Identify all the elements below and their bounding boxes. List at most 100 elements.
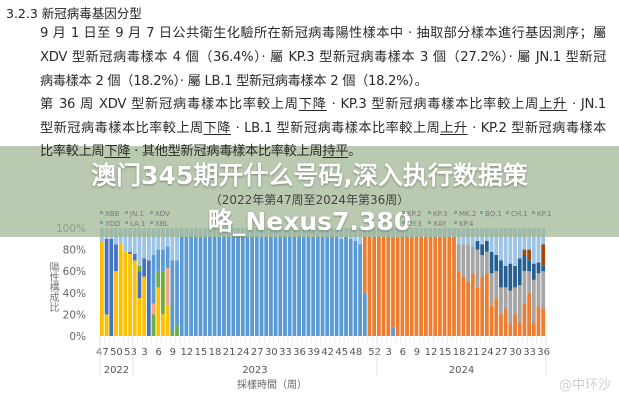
x-tick-label: 39	[307, 347, 320, 358]
overlay-title-line2: 略_Nexus7.380	[207, 207, 412, 236]
bar-segment	[438, 236, 442, 336]
bar-segment	[484, 240, 489, 252]
x-tick-label: 18	[209, 347, 222, 358]
x-tick-label: 6	[400, 347, 406, 358]
bar-segment	[170, 330, 175, 336]
bar-segment	[193, 236, 198, 336]
x-tick-label: 12	[180, 347, 193, 358]
overlay-title-line1: 澳门345期开什么号码,深入执行数据策	[91, 161, 528, 190]
text: 第 36 周 XDV 型新冠病毒樣本比率較上周	[40, 97, 299, 112]
x-tick-label: 9	[414, 347, 420, 358]
bar-segment	[503, 309, 508, 336]
bar-segment	[494, 271, 499, 299]
bar-segment	[283, 236, 287, 336]
bar-segment	[301, 236, 306, 336]
x-tick-label: 36	[537, 347, 550, 358]
bar-segment	[132, 260, 137, 336]
bar-segment	[541, 265, 546, 272]
bar-segment	[513, 287, 517, 315]
bar-segment	[339, 238, 344, 336]
bar-segment	[475, 240, 480, 250]
bar-segment	[217, 236, 222, 336]
bar-segment	[245, 236, 250, 336]
bar-segment	[297, 236, 301, 336]
bar-segment	[353, 240, 358, 336]
bar-segment	[165, 305, 170, 336]
bar-segment	[522, 303, 527, 336]
weibo-watermark: @中环沙	[558, 378, 611, 393]
bar-segment	[132, 253, 137, 261]
x-tick-label: 3	[141, 347, 147, 358]
bar-segment	[109, 238, 114, 336]
bar-segment	[419, 236, 424, 336]
bar-segment	[494, 228, 499, 255]
bar-segment	[104, 238, 109, 315]
bar-segment	[400, 236, 405, 336]
bar-segment	[527, 249, 532, 261]
text: · 其他型新冠病毒樣本比率較上周	[130, 144, 323, 159]
bar-segment	[287, 236, 292, 336]
bar-segment	[362, 236, 367, 293]
bar-segment	[151, 303, 156, 315]
bar-segment	[536, 305, 541, 336]
trend-up: 上升	[539, 97, 568, 112]
x-tick-label: 50	[110, 347, 123, 358]
bar-segment	[508, 228, 513, 264]
bar-segment	[517, 258, 522, 286]
paragraph-line: 型新冠病毒樣本比率較上周下降 · LB.1 型新冠病毒樣本比率較上周上升 · K…	[40, 120, 606, 137]
paragraph-line: 比率較上周下降 · 其他型新冠病毒樣本比率較上周持平。	[40, 143, 361, 160]
bar-segment	[348, 238, 353, 336]
bar-segment	[499, 228, 503, 261]
x-axis-title: 採樣時間（周）	[237, 378, 307, 391]
x-tick-label: 48	[349, 347, 362, 358]
bar-segment	[381, 236, 386, 336]
bar-segment	[456, 271, 461, 336]
text: · KP.3 型新冠病毒樣本比率較上周	[326, 97, 540, 112]
bar-segment	[362, 292, 367, 336]
bar-segment	[175, 228, 179, 261]
bar-segment	[330, 236, 334, 336]
bar-segment	[137, 271, 142, 299]
bar-segment	[391, 236, 395, 328]
x-tick-label: 15	[439, 347, 452, 358]
bar-segment	[161, 271, 165, 315]
bar-segment	[137, 228, 142, 266]
bar-segment	[161, 249, 165, 272]
x-tick-label: 15	[195, 347, 208, 358]
bar-segment	[198, 236, 203, 336]
bar-segment	[142, 258, 147, 277]
bar-segment	[536, 262, 541, 274]
bar-segment	[114, 244, 118, 272]
text: · KP.2 型新冠病毒樣本	[467, 121, 606, 136]
y-axis-title: 陽性構成比	[47, 262, 58, 312]
x-tick-label: 47	[96, 347, 109, 358]
trend-flat: 持平	[322, 144, 349, 159]
bar-segment	[137, 265, 142, 272]
x-tick-label: 53	[124, 347, 137, 358]
bars	[100, 228, 546, 336]
bar-segment	[161, 314, 165, 336]
bar-segment	[104, 314, 109, 336]
bar-segment	[165, 267, 170, 306]
bar-segment	[231, 236, 236, 336]
bar-segment	[499, 287, 503, 315]
bar-segment	[156, 271, 161, 288]
bar-segment	[142, 228, 147, 259]
bar-segment	[189, 236, 193, 336]
bar-segment	[522, 255, 527, 272]
bar-segment	[170, 228, 175, 261]
bar-segment	[470, 246, 475, 274]
trend-down: 下降	[104, 144, 131, 159]
bar-segment	[494, 255, 499, 272]
bar-segment	[508, 323, 513, 336]
bar-segment	[513, 314, 517, 336]
bar-segment	[269, 236, 273, 336]
y-tick-label: 80%	[63, 245, 86, 257]
bar-segment	[123, 228, 128, 252]
bar-segment	[395, 236, 400, 336]
bar-segment	[470, 228, 475, 247]
x-tick-label: 27	[251, 347, 264, 358]
paragraph-line: XDV 型新冠病毒樣本 4 個（36.4%）· 屬 KP.3 型新冠病毒樣本 3…	[40, 50, 606, 65]
bar-segment	[466, 244, 470, 282]
